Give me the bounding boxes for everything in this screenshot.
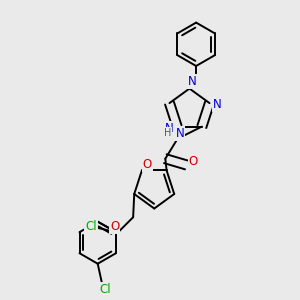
Text: O: O bbox=[110, 220, 119, 233]
Text: O: O bbox=[143, 158, 152, 171]
Text: N: N bbox=[176, 127, 184, 140]
Text: O: O bbox=[188, 155, 198, 168]
Text: N: N bbox=[165, 122, 174, 135]
Text: Cl: Cl bbox=[85, 220, 97, 233]
Text: Cl: Cl bbox=[99, 283, 111, 296]
Text: N: N bbox=[188, 75, 197, 88]
Text: H: H bbox=[164, 128, 171, 138]
Text: N: N bbox=[213, 98, 221, 111]
